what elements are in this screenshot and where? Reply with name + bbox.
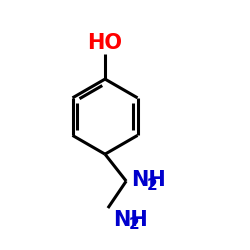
Text: 2: 2 [128,217,139,232]
Text: HO: HO [88,32,122,52]
Text: NH: NH [113,210,148,230]
Text: NH: NH [131,170,166,190]
Text: 2: 2 [147,178,158,194]
